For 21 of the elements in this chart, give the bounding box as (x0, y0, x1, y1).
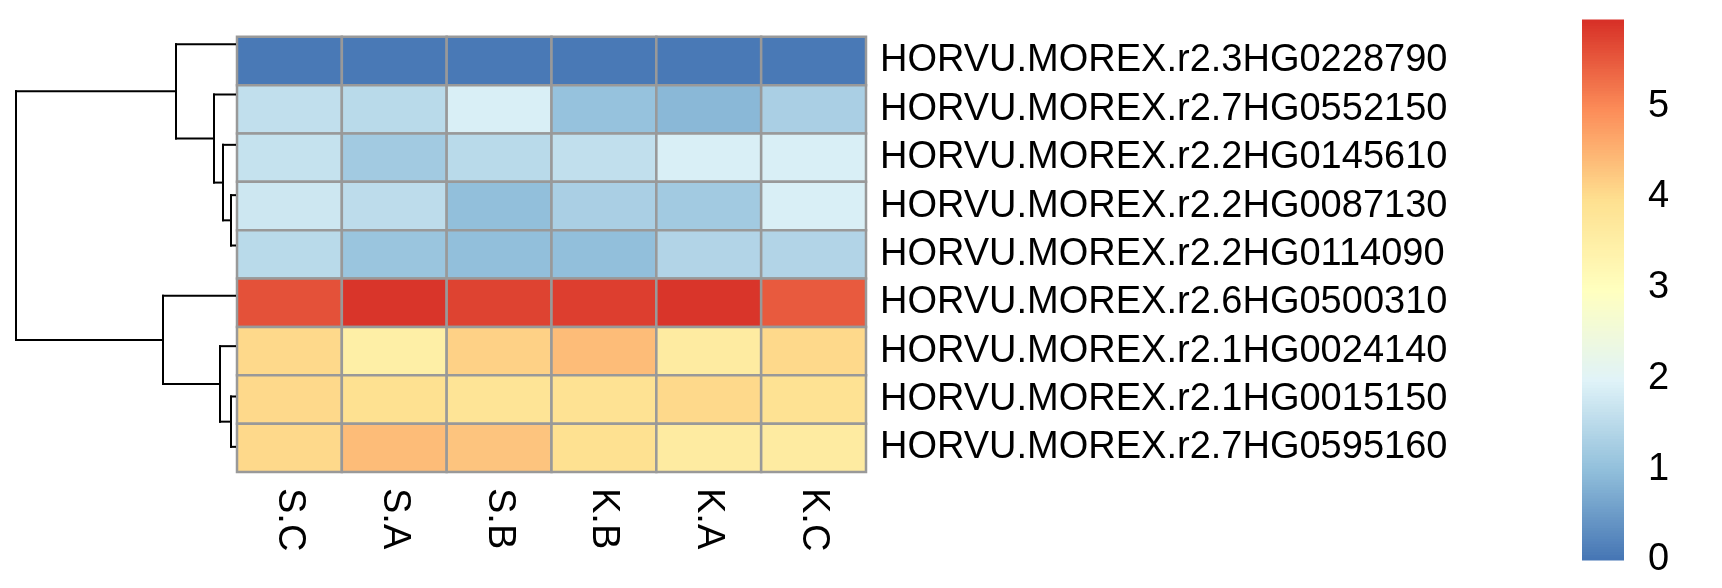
x-tick-label: K.A (690, 488, 733, 550)
x-tick-label: K.C (795, 488, 838, 552)
y-tick-label: HORVU.MOREX.r2.2HG0114090 (880, 230, 1445, 273)
y-tick-label: HORVU.MOREX.r2.1HG0024140 (880, 327, 1448, 370)
color-bar-label: 2 (1648, 354, 1670, 397)
color-bar-label: 3 (1648, 264, 1670, 307)
y-tick-label: HORVU.MOREX.r2.2HG0087130 (880, 182, 1448, 225)
y-tick-label: HORVU.MOREX.r2.7HG0552150 (880, 85, 1448, 128)
color-bar-label: 4 (1648, 173, 1670, 216)
y-tick-label: HORVU.MOREX.r2.1HG0015150 (880, 375, 1448, 418)
y-tick-label: HORVU.MOREX.r2.7HG0595160 (880, 424, 1448, 467)
color-bar-label: 1 (1648, 445, 1670, 488)
x-tick-label: S.C (270, 488, 313, 552)
color-bar-label: 0 (1648, 536, 1670, 579)
x-tick-label: S.B (480, 488, 523, 550)
y-tick-label: HORVU.MOREX.r2.3HG0228790 (880, 37, 1448, 80)
color-bar-label: 5 (1648, 82, 1670, 125)
y-tick-label: HORVU.MOREX.r2.6HG0500310 (880, 279, 1448, 322)
y-tick-label: HORVU.MOREX.r2.2HG0145610 (880, 134, 1448, 177)
x-tick-label: S.A (375, 488, 418, 550)
x-tick-label: K.B (585, 488, 628, 550)
